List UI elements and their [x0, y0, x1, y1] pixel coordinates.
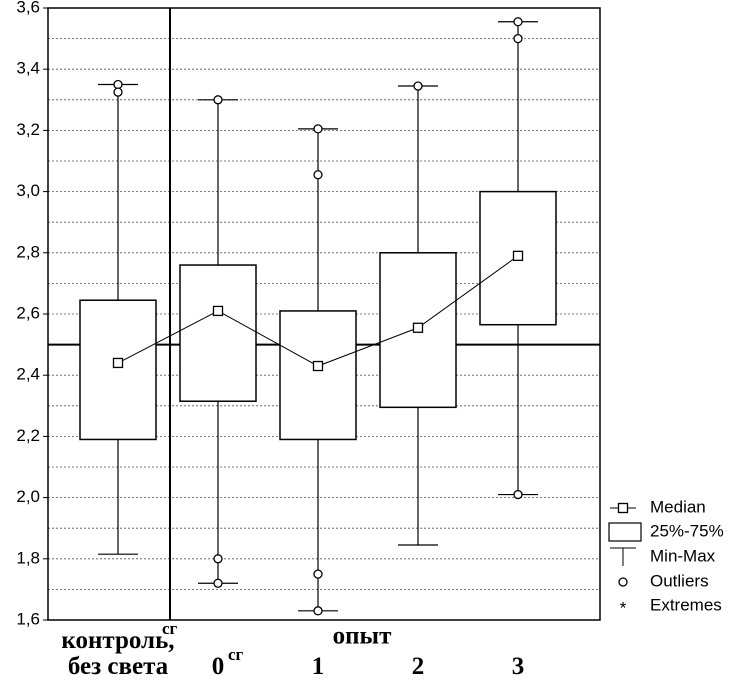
legend-symbol: * — [620, 598, 627, 617]
y-tick-label: 2,0 — [16, 487, 40, 506]
y-tick-label: 3,0 — [16, 181, 40, 200]
y-tick-label: 3,2 — [16, 120, 40, 139]
legend-label: 25%-75% — [650, 521, 724, 540]
outlier — [513, 17, 523, 27]
median — [112, 357, 124, 369]
outlier — [213, 554, 223, 564]
legend-symbol — [617, 502, 629, 514]
x-tick-label: 2 — [412, 653, 425, 680]
x-tick-label: 0 — [212, 653, 225, 680]
box — [379, 252, 457, 409]
x-tick-label: 3 — [512, 653, 525, 680]
y-tick-label: 1,8 — [16, 548, 40, 567]
plot-frame — [47, 7, 601, 621]
outlier — [313, 124, 323, 134]
outlier — [113, 79, 123, 90]
outlier — [313, 569, 323, 579]
outlier — [313, 606, 323, 616]
y-tick-label: 2,8 — [16, 242, 40, 261]
legend-label: Outliers — [650, 571, 709, 590]
y-tick-label: 2,2 — [16, 426, 40, 445]
median — [412, 322, 424, 333]
median — [312, 360, 324, 372]
legend-symbol — [618, 577, 628, 587]
median — [512, 250, 524, 262]
x-tick-superscript: сг — [228, 645, 244, 664]
y-tick-label: 1,6 — [16, 609, 40, 628]
x-tick-label: контроль, без света — [61, 627, 174, 680]
y-tick-label: 2,6 — [16, 303, 40, 322]
box — [279, 310, 357, 441]
legend-symbol — [608, 522, 642, 542]
legend-label: Min-Max — [650, 546, 716, 565]
median — [212, 305, 224, 317]
outlier — [213, 95, 223, 105]
group-label: опыт — [333, 623, 392, 650]
outlier — [313, 170, 323, 180]
y-tick-label: 2,4 — [16, 365, 40, 384]
outlier — [113, 87, 123, 97]
box — [179, 264, 257, 402]
outlier — [213, 578, 223, 588]
box — [79, 299, 157, 441]
outlier — [513, 33, 523, 44]
x-tick-superscript: сг — [162, 619, 178, 638]
y-tick-label: 3,6 — [16, 0, 40, 16]
y-tick-label: 3,4 — [16, 59, 40, 78]
x-tick-label: 1 — [312, 653, 325, 680]
outlier — [513, 489, 523, 500]
legend-label: Median — [650, 497, 706, 516]
outlier — [413, 81, 423, 91]
legend-label: Extremes — [650, 595, 722, 614]
